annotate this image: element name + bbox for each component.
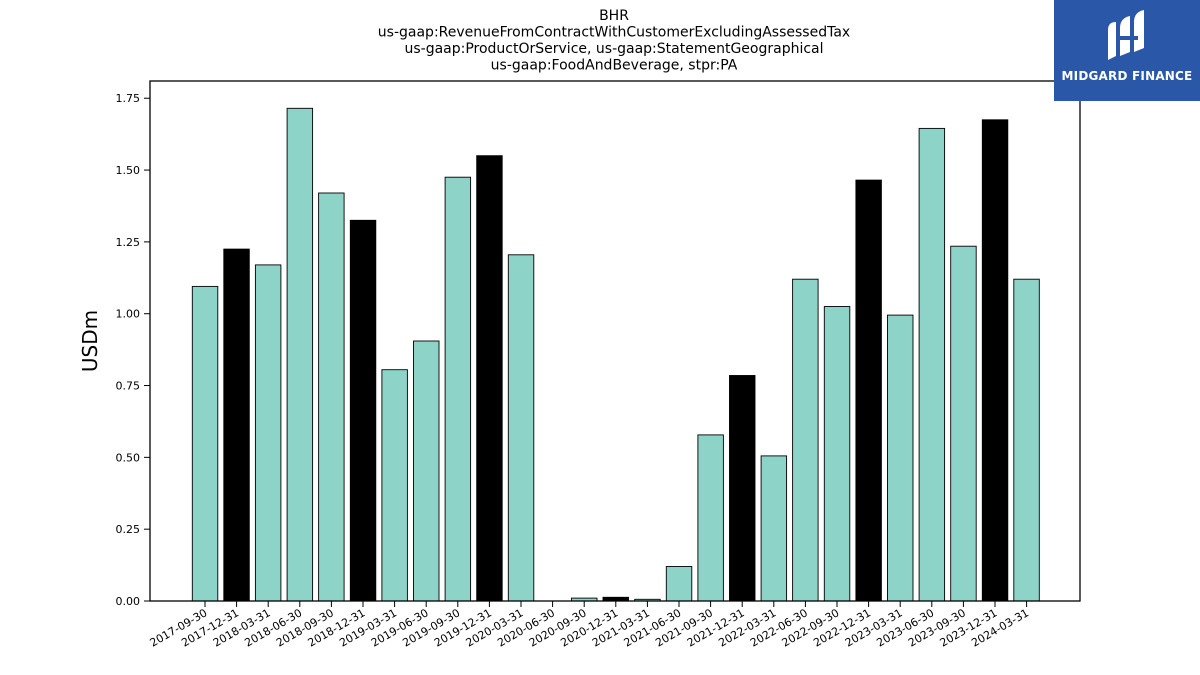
- brand-name: MIDGARD FINANCE: [1061, 69, 1193, 83]
- bar-2018-06-30: [286, 107, 314, 602]
- bar-2021-06-30: [665, 566, 693, 602]
- bar-2022-03-31: [760, 455, 788, 602]
- bar-2018-09-30: [318, 192, 345, 602]
- bar-2019-09-30: [444, 176, 472, 602]
- bar-2023-09-30: [950, 245, 977, 602]
- x-axis-ticks: 2017-09-302017-12-312018-03-312018-06-30…: [148, 601, 1031, 650]
- bar-2023-03-31: [887, 314, 914, 602]
- bar-2021-12-31: [729, 375, 756, 602]
- y-tick-label: 0.75: [116, 380, 141, 393]
- bar-2021-09-30: [697, 434, 724, 602]
- y-axis-label: USDm: [78, 310, 102, 372]
- y-tick-label: 1.00: [116, 308, 141, 321]
- bar-2017-12-31: [223, 248, 250, 602]
- chart-title-line: us-gaap:RevenueFromContractWithCustomerE…: [378, 25, 850, 41]
- bar-2019-12-31: [476, 155, 503, 602]
- bar-2018-03-31: [254, 264, 282, 602]
- y-tick-label: 1.25: [116, 236, 141, 249]
- plot-frame: [149, 80, 1081, 602]
- y-tick-label: 0.25: [116, 523, 141, 536]
- chart-title-line: BHR: [599, 8, 629, 24]
- bars: [191, 107, 1040, 602]
- y-tick-label: 0.00: [116, 595, 141, 608]
- midgard-logo-icon: [1108, 10, 1144, 60]
- bar-2023-12-31: [981, 119, 1009, 602]
- chart-title-line: us-gaap:ProductOrService, us-gaap:Statem…: [404, 41, 823, 57]
- bar-2018-12-31: [349, 219, 377, 602]
- chart-title: BHRus-gaap:RevenueFromContractWithCustom…: [378, 8, 850, 74]
- chart-title-line: us-gaap:FoodAndBeverage, stpr:PA: [491, 58, 738, 74]
- bar-2019-03-31: [381, 369, 408, 602]
- bar-2017-09-30: [191, 285, 219, 602]
- y-axis-ticks: 0.00 0.25 0.50 0.75 1.00 1.25 1.50 1.75: [116, 92, 150, 608]
- bar-2023-06-30: [918, 127, 946, 602]
- y-tick-label: 1.50: [116, 164, 141, 177]
- bar-2019-06-30: [413, 340, 440, 602]
- bar-2022-12-31: [855, 179, 882, 602]
- bar-2020-03-31: [507, 254, 535, 602]
- midgard-finance-logo: MIDGARD FINANCE: [1054, 0, 1200, 101]
- y-tick-label: 0.50: [116, 451, 141, 464]
- bar-2022-09-30: [823, 306, 851, 602]
- bar-2022-06-30: [792, 278, 819, 602]
- bar-2024-03-31: [1013, 278, 1040, 602]
- y-tick-label: 1.75: [116, 92, 141, 105]
